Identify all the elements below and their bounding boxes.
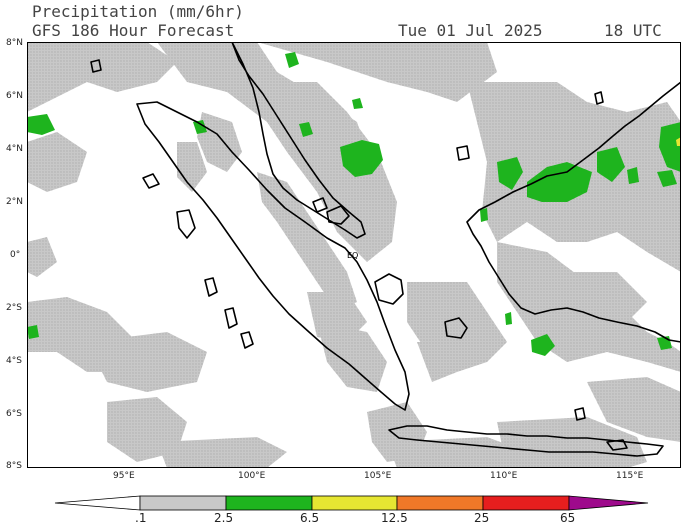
lon-label-115e: 115°E (616, 471, 644, 481)
lat-label-4s: 4°S (6, 356, 22, 366)
valid-date: Tue 01 Jul 2025 (398, 21, 543, 40)
precip-moderate-regions (27, 52, 681, 356)
colorbar (54, 495, 649, 511)
colorbar-segment-red (482, 495, 570, 511)
colorbar-label-4: 25 (474, 511, 490, 525)
chart-title: Precipitation (mm/6hr) (32, 2, 244, 21)
colorbar-segment-purple (568, 495, 649, 511)
colorbar-label-2: 6.5 (300, 511, 320, 525)
lat-label-8n: 8°N (6, 38, 23, 48)
valid-time: 18 UTC (604, 21, 662, 40)
colorbar-label-3: 12.5 (381, 511, 408, 525)
lat-label-6s: 6°S (6, 409, 22, 419)
lat-label-2s: 2°S (6, 303, 22, 313)
colorbar-segment-orange (396, 495, 484, 511)
colorbar-segment-low (54, 495, 141, 511)
lat-label-4n: 4°N (6, 144, 23, 154)
equator-label: EQ (347, 251, 358, 260)
lat-label-2n: 2°N (6, 197, 23, 207)
lat-label-0: 0° (10, 250, 21, 260)
coastlines (90, 42, 681, 457)
lon-label-110e: 110°E (490, 471, 518, 481)
lon-label-100e: 100°E (238, 471, 266, 481)
lat-label-8s: 8°S (6, 461, 22, 471)
colorbar-segment-yellow (311, 495, 398, 511)
colorbar-label-0: .1 (135, 511, 147, 525)
colorbar-segment-gray (139, 495, 227, 511)
lon-label-105e: 105°E (364, 471, 392, 481)
precipitation-map: EQ (27, 42, 681, 468)
colorbar-segment-green (225, 495, 313, 511)
model-label: GFS 186 Hour Forecast (32, 21, 235, 40)
lat-label-6n: 6°N (6, 91, 23, 101)
colorbar-label-5: 65 (560, 511, 576, 525)
precip-heavy-spot (676, 137, 681, 146)
lon-label-95e: 95°E (113, 471, 135, 481)
colorbar-label-1: 2.5 (214, 511, 234, 525)
